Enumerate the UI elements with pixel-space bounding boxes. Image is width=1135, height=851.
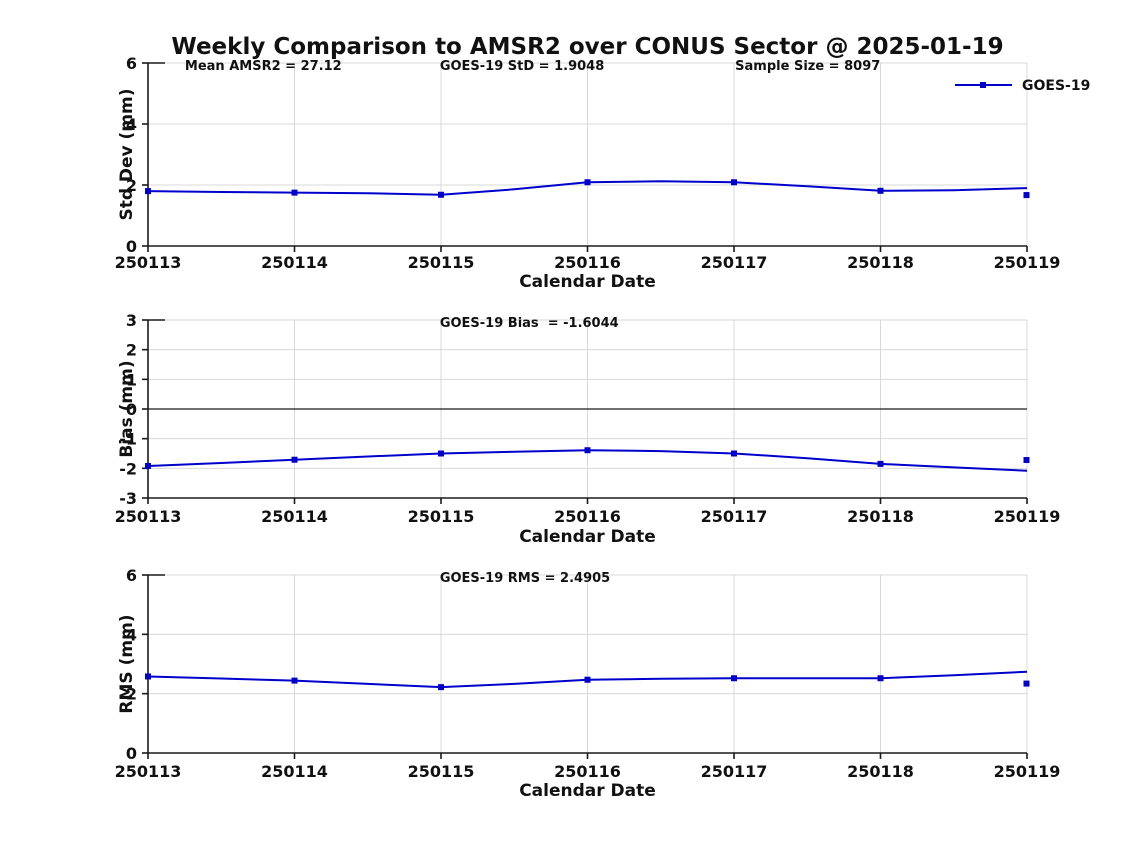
x-tick-label: 250119 xyxy=(994,253,1061,272)
annotation: Mean AMSR2 = 27.12 xyxy=(185,59,342,74)
x-tick-label: 250114 xyxy=(261,762,328,781)
x-tick-label: 250118 xyxy=(847,507,914,526)
data-point-marker xyxy=(731,179,737,186)
x-tick-label: 250114 xyxy=(261,507,328,526)
data-point-marker xyxy=(877,675,884,682)
data-point-marker xyxy=(584,676,591,683)
data-point-marker xyxy=(438,450,444,457)
x-tick-label: 250113 xyxy=(115,253,182,272)
annotation: Sample Size = 8097 xyxy=(735,59,880,74)
data-point-marker xyxy=(145,462,151,469)
y-tick-label: 2 xyxy=(126,341,137,360)
y-tick-label: 3 xyxy=(126,311,137,330)
x-axis-title: Calendar Date xyxy=(519,272,656,292)
x-tick-label: 250115 xyxy=(408,507,475,526)
x-axis-title: Calendar Date xyxy=(519,781,656,801)
x-tick-label: 250116 xyxy=(554,762,621,781)
data-point-marker xyxy=(145,673,151,680)
x-tick-label: 250113 xyxy=(115,762,182,781)
x-tick-label: 250115 xyxy=(408,253,475,272)
x-tick-label: 250118 xyxy=(847,762,914,781)
x-tick-label: 250116 xyxy=(554,507,621,526)
data-point-marker xyxy=(291,677,298,684)
y-tick-label: 0 xyxy=(126,744,137,763)
y-tick-label: 2 xyxy=(126,685,137,704)
data-point-marker xyxy=(731,675,737,682)
y-axis-title: RMS (mm) xyxy=(117,614,137,713)
y-tick-label: 2 xyxy=(126,176,137,195)
y-axis-title: Bias (mm) xyxy=(117,360,137,457)
y-tick-label: 0 xyxy=(126,400,137,419)
y-tick-label: 1 xyxy=(126,370,137,389)
annotation: GOES-19 StD = 1.9048 xyxy=(440,59,604,74)
data-point-marker xyxy=(291,189,298,196)
stddev-chart: 250113 250114 250115 250116 250117 250118 2501… xyxy=(115,55,1091,292)
data-point-marker xyxy=(438,684,444,691)
legend-marker xyxy=(980,82,986,88)
y-tick-label: 6 xyxy=(126,55,137,73)
x-tick-label: 250113 xyxy=(115,507,182,526)
y-axis-title: Std Dev (mm) xyxy=(117,88,137,220)
data-point-marker xyxy=(584,447,591,454)
x-tick-label: 250114 xyxy=(261,253,328,272)
y-tick-label: -2 xyxy=(119,459,137,478)
data-point-marker xyxy=(1023,457,1030,464)
x-tick-label: 250117 xyxy=(701,253,768,272)
annotation: GOES-19 Bias = -1.6044 xyxy=(440,316,619,331)
x-tick-label: 250118 xyxy=(847,253,914,272)
data-point-marker xyxy=(1023,680,1030,687)
y-tick-label: 0 xyxy=(126,237,137,256)
data-point-marker xyxy=(145,188,151,195)
x-tick-label: 250115 xyxy=(408,762,475,781)
x-tick-label: 250117 xyxy=(701,507,768,526)
legend-label: GOES-19 xyxy=(1022,78,1090,94)
data-point-marker xyxy=(584,179,591,186)
x-tick-label: 250117 xyxy=(701,762,768,781)
rms-chart: 250113 250114 250115 250116 250117 250118 2501… xyxy=(115,566,1061,801)
y-tick-label: 6 xyxy=(126,566,137,585)
y-tick-label: -1 xyxy=(119,430,137,449)
data-point-marker xyxy=(438,191,444,198)
data-point-marker xyxy=(731,450,737,457)
x-tick-label: 250116 xyxy=(554,253,621,272)
x-tick-label: 250119 xyxy=(994,762,1061,781)
y-tick-label: -3 xyxy=(119,489,137,508)
data-point-marker xyxy=(1023,192,1030,199)
data-point-marker xyxy=(877,460,884,467)
bias-chart: 250113 250114 250115 250116 250117 250118 2501… xyxy=(115,311,1061,547)
chart-title: Weekly Comparison to AMSR2 over CONUS Se… xyxy=(171,34,1004,60)
x-tick-label: 250119 xyxy=(994,507,1061,526)
data-point-marker xyxy=(291,456,298,463)
y-tick-label: 4 xyxy=(126,115,137,134)
x-axis-title: Calendar Date xyxy=(519,527,656,547)
data-point-marker xyxy=(877,187,884,194)
annotation: GOES-19 RMS = 2.4905 xyxy=(440,571,610,586)
y-tick-label: 4 xyxy=(126,625,137,644)
